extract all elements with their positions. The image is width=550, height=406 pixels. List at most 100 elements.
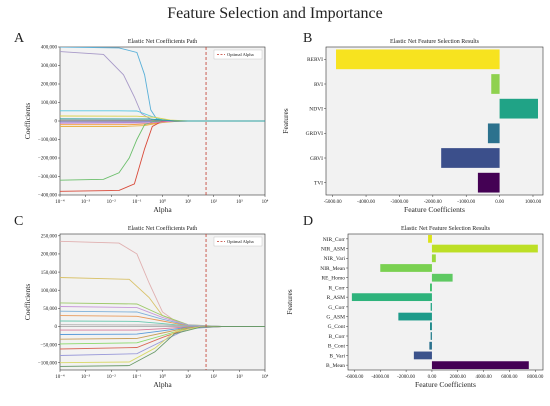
plot-title: Elastic Net Coefficients Path — [128, 225, 197, 232]
legend-label: Optimal Alpha — [227, 239, 254, 244]
y-tick-label: −50,000 — [40, 343, 57, 348]
x-tick-label: -4000.00 — [371, 375, 389, 380]
y-tick-label: −400,000 — [38, 194, 58, 199]
category-label: B_Vari — [329, 353, 345, 359]
plot-area — [59, 233, 266, 371]
x-tick-label: 10¹ — [185, 374, 192, 380]
series-group — [60, 47, 265, 192]
x-axis-label: Feature Coefficients — [404, 205, 465, 214]
panel-a: Elastic Net Coefficients Path 10⁻⁴ 10⁻³ 10⁻… — [23, 38, 269, 214]
x-tick-label: -2000.00 — [424, 200, 442, 205]
category-label: NIR_Corr — [323, 237, 345, 243]
category-label: G_Cont — [328, 324, 346, 330]
x-tick-label: 10² — [211, 199, 218, 205]
category-label: G_ASM — [326, 314, 345, 320]
bar — [477, 172, 500, 193]
y-tick-label: 100,000 — [41, 289, 58, 294]
bar — [499, 98, 538, 119]
panel-letter-a: A — [14, 31, 25, 46]
bar — [430, 322, 432, 331]
x-axis-label: Alpha — [153, 205, 172, 214]
bar — [431, 244, 538, 253]
x-tick-label: -3000.00 — [390, 200, 408, 205]
x-tick-label: 10² — [211, 374, 218, 380]
y-axis-label: Coefficients — [23, 103, 32, 140]
x-tick-label: -5000.00 — [324, 200, 342, 205]
bar — [413, 351, 432, 360]
x-tick-label: 10¹ — [185, 199, 192, 205]
y-tick-label: 100,000 — [41, 101, 58, 106]
series-line — [60, 118, 265, 122]
bar — [430, 332, 432, 340]
y-tick-label: −300,000 — [38, 175, 58, 180]
x-tick-label: 10⁻⁴ — [55, 374, 65, 380]
category-label: NIR_Mean — [320, 266, 345, 272]
x-tick-label: 4000.00 — [475, 375, 492, 380]
panel-d: Elastic Net Feature Selection Results NIR… — [285, 226, 544, 389]
y-tick-label: 0 — [55, 325, 58, 330]
bar — [428, 234, 432, 243]
x-tick-label: 0.00 — [428, 375, 437, 380]
category-label: RVI — [314, 82, 323, 88]
plot-area — [347, 233, 544, 371]
y-tick-label: 300,000 — [41, 64, 58, 69]
bar — [431, 254, 436, 263]
y-axis-label: Features — [285, 289, 294, 314]
category-label: NIR_Vari — [324, 256, 346, 262]
category-label: GRVI — [310, 156, 323, 162]
bar — [487, 123, 500, 144]
y-tick-label: 200,000 — [41, 83, 58, 88]
y-tick-label: 50,000 — [43, 307, 57, 312]
x-tick-label: 10⁻¹ — [132, 199, 142, 205]
panel-letter-d: D — [303, 214, 313, 229]
x-tick-label: 10⁻² — [107, 199, 117, 205]
y-tick-label: −100,000 — [38, 138, 58, 143]
category-label: B_Mean — [326, 363, 345, 369]
figure-title: Feature Selection and Importance — [167, 5, 382, 22]
x-tick-label: 1000.00 — [525, 200, 542, 205]
x-tick-label: 10⁻¹ — [132, 374, 142, 380]
category-label: TVI — [314, 181, 323, 187]
bar — [430, 283, 432, 292]
bar — [441, 148, 500, 168]
x-tick-label: -2000.00 — [397, 375, 415, 380]
bar — [351, 293, 432, 302]
category-label: B_Cont — [328, 344, 346, 350]
x-axis-label: Alpha — [153, 380, 172, 389]
series-line — [60, 326, 265, 367]
x-tick-label: 10³ — [236, 374, 243, 380]
x-tick-label: -6000.00 — [345, 375, 363, 380]
x-tick-label: -1000.00 — [457, 200, 475, 205]
panel-c: Elastic Net Coefficients Path 10⁻⁴ 10⁻³ 10⁻… — [23, 225, 269, 389]
bar — [431, 273, 453, 282]
x-tick-label: 0.00 — [495, 200, 504, 205]
x-tick-label: 10³ — [236, 199, 243, 205]
x-axis-label: Feature Coefficients — [415, 380, 476, 389]
category-label: NDVI — [309, 107, 323, 113]
category-label: R_ASM — [327, 295, 345, 301]
category-label: GRDVI — [306, 131, 324, 137]
x-tick-label: 10⁻⁴ — [55, 199, 65, 205]
category-label: B_Corr — [329, 334, 346, 340]
legend-box — [213, 236, 263, 247]
x-tick-label: 8000.00 — [527, 375, 544, 380]
y-tick-label: 150,000 — [41, 271, 58, 276]
x-tick-label: 10⁰ — [159, 374, 166, 380]
x-tick-label: 10⁴ — [262, 374, 269, 380]
bar — [380, 264, 432, 272]
panel-letter-b: B — [303, 31, 312, 46]
plot-title: Elastic Net Feature Selection Results — [390, 39, 480, 45]
x-tick-label: 10⁻³ — [81, 374, 91, 380]
plot-area — [325, 46, 544, 196]
panel-letter-c: C — [14, 214, 23, 229]
y-axis-label: Features — [281, 108, 290, 133]
bar — [429, 341, 432, 350]
bar — [398, 312, 432, 321]
y-tick-label: 400,000 — [41, 46, 58, 51]
plot-title: Elastic Net Coefficients Path — [128, 38, 197, 45]
panel-b: Elastic Net Feature Selection Results RER… — [281, 39, 544, 214]
x-tick-label: 2000.00 — [450, 375, 467, 380]
y-axis-label: Coefficients — [23, 284, 32, 321]
